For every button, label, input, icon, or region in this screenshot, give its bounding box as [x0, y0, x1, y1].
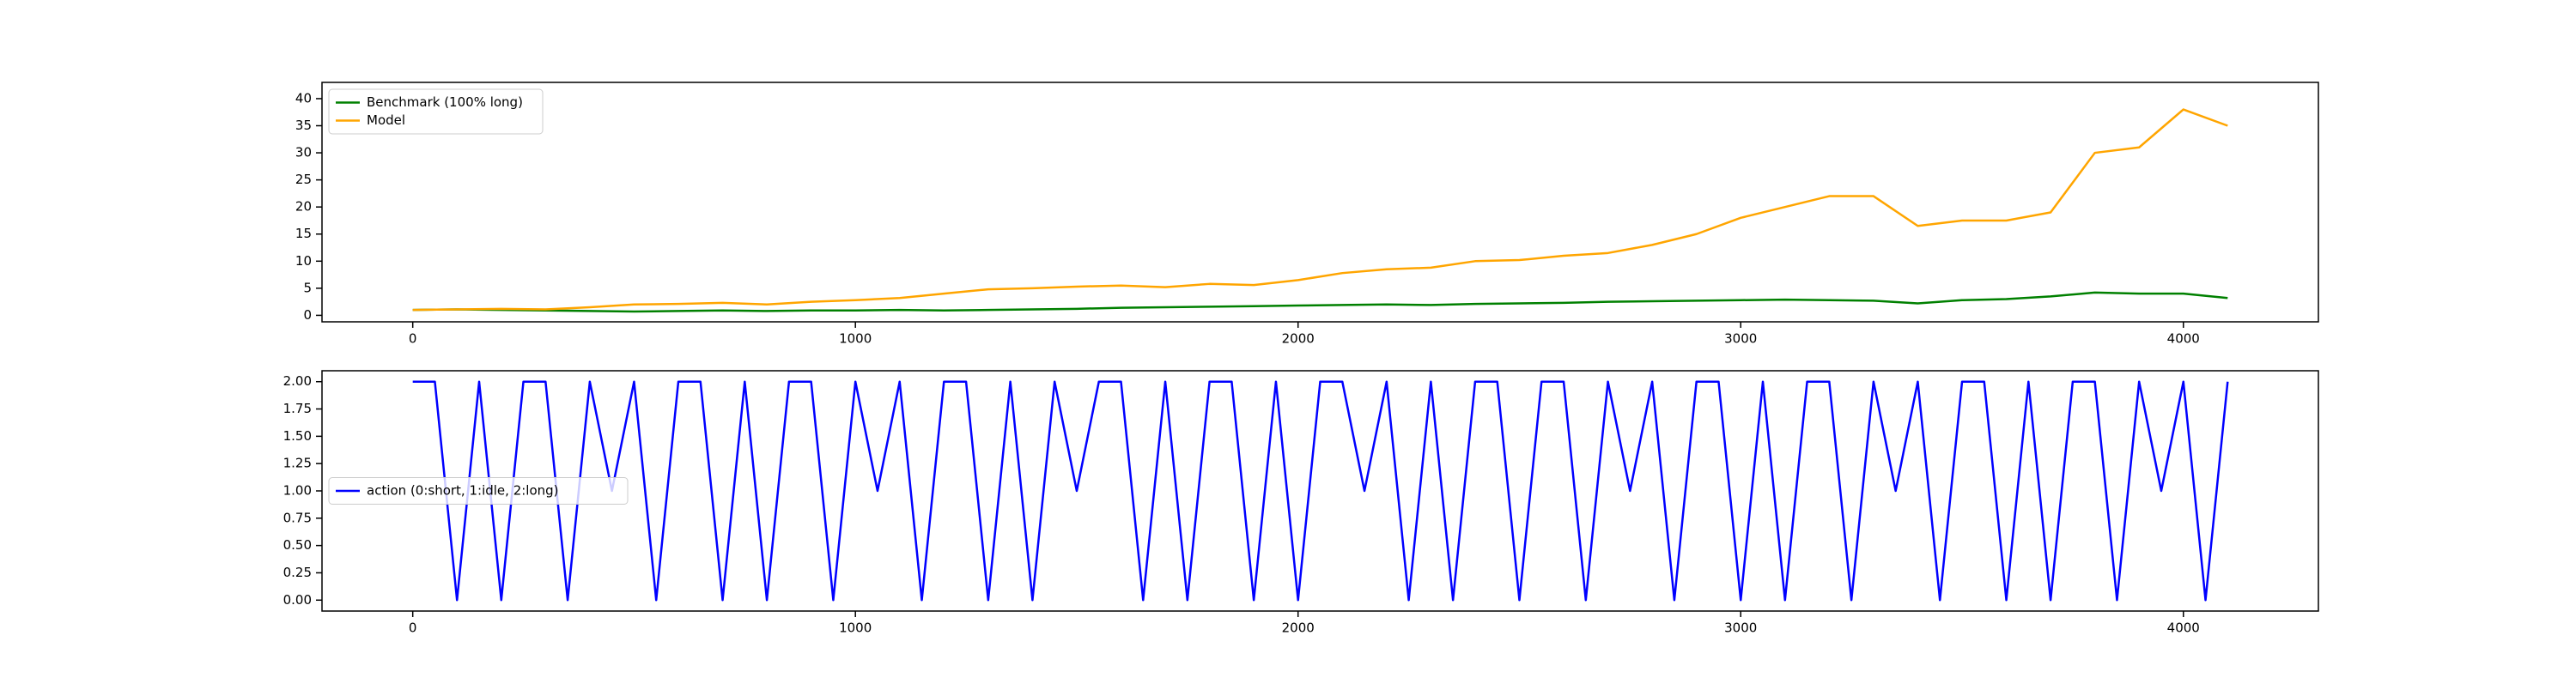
y-tick-label: 0.50 [283, 537, 312, 553]
legend-box [328, 477, 629, 505]
legend-label: Model [367, 112, 405, 128]
y-tick-label: 0.75 [283, 510, 312, 525]
x-tick-label: 1000 [839, 331, 872, 347]
y-tick-label: 35 [295, 118, 312, 133]
y-tick-label: 30 [295, 145, 312, 160]
x-tick-label: 3000 [1724, 620, 1757, 636]
data-line [412, 380, 2229, 602]
y-tick-label: 1.75 [283, 401, 312, 416]
y-tick-label: 0 [303, 307, 312, 323]
y-tick-label: 1.50 [283, 428, 312, 444]
y-tick-label: 0.25 [283, 565, 312, 580]
x-tick-label: 2000 [1282, 331, 1315, 347]
x-tick-label: 4000 [2167, 331, 2200, 347]
axes-frame [321, 82, 2319, 323]
axes-frame [321, 370, 2319, 612]
y-tick-label: 1.00 [283, 483, 312, 499]
y-tick-label: 2.00 [283, 373, 312, 389]
y-tick-label: 40 [295, 90, 312, 106]
y-tick-label: 20 [295, 199, 312, 215]
x-tick-label: 1000 [839, 620, 872, 636]
y-tick-label: 5 [303, 280, 312, 295]
x-tick-label: 0 [409, 331, 417, 347]
x-tick-label: 3000 [1724, 331, 1757, 347]
data-line [412, 108, 2228, 312]
y-tick-label: 10 [295, 253, 312, 269]
y-tick-label: 15 [295, 226, 312, 241]
y-tick-label: 1.25 [283, 456, 312, 471]
legend-box [328, 88, 544, 135]
data-line [412, 291, 2228, 313]
x-tick-label: 4000 [2167, 620, 2200, 636]
legend-label: Benchmark (100% long) [367, 94, 523, 110]
x-tick-label: 0 [409, 620, 417, 636]
y-tick-label: 25 [295, 172, 312, 187]
legend-label: action (0:short, 1:idle, 2:long) [367, 483, 559, 499]
y-tick-label: 0.00 [283, 592, 312, 608]
x-tick-label: 2000 [1282, 620, 1315, 636]
